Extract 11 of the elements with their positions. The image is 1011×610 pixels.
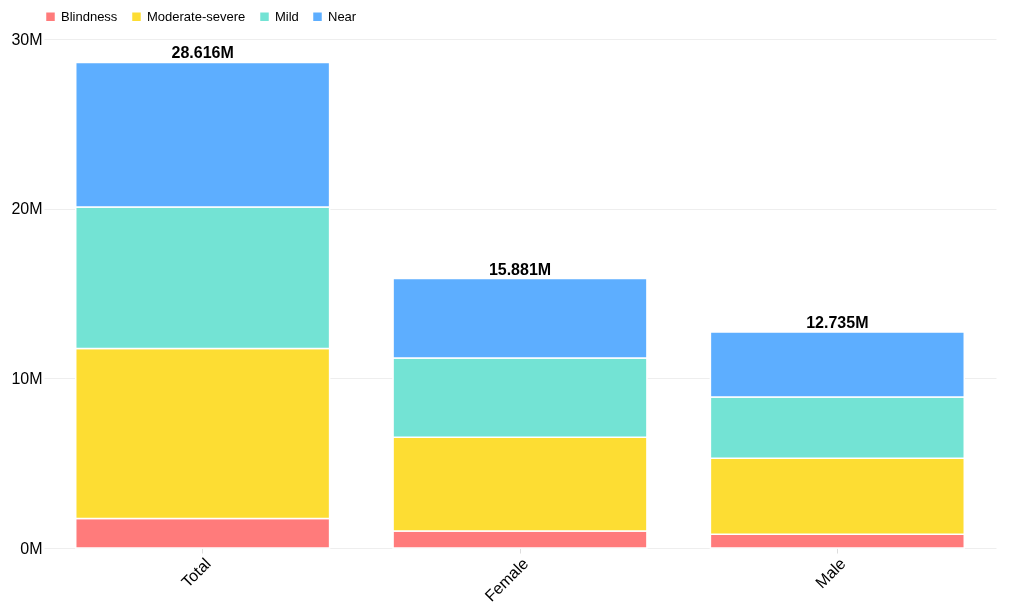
y-tick-label: 10M <box>11 369 43 387</box>
legend-label: Mild <box>275 8 299 24</box>
y-tick-label: 30M <box>11 30 43 48</box>
total-label: 28.616M <box>171 44 234 62</box>
legend-label: Blindness <box>61 8 118 24</box>
legend-label: Moderate-severe <box>147 8 246 24</box>
y-tick-label: 20M <box>11 200 43 218</box>
total-label: 15.881M <box>488 260 552 278</box>
y-tick-label: 0M <box>20 539 43 557</box>
legend-label: Near <box>328 8 357 24</box>
total-label: 12.735M <box>806 313 869 331</box>
